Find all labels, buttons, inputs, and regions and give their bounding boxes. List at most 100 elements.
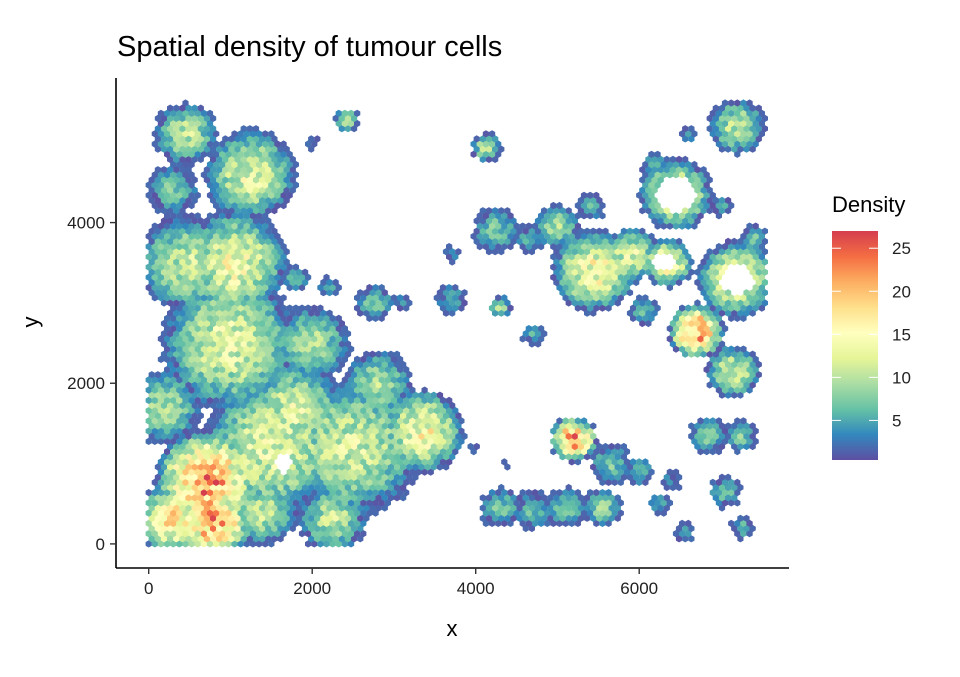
hex-bin	[436, 401, 444, 410]
hex-bin	[167, 278, 174, 287]
hex-bin	[262, 468, 269, 476]
hex-bin	[360, 489, 367, 497]
hex-bin	[332, 360, 339, 369]
hex-bin	[216, 401, 223, 410]
hex-bin	[228, 350, 235, 358]
hex-bin	[265, 524, 272, 533]
hex-bin	[283, 360, 290, 369]
hex-bin	[317, 468, 324, 476]
hex-bin	[160, 207, 168, 215]
hex-bin	[390, 407, 398, 415]
hex-bin	[354, 458, 361, 466]
hex-bin	[507, 222, 514, 230]
hex-bin	[375, 381, 382, 389]
hex-bin	[249, 314, 257, 322]
hex-bin	[498, 145, 505, 153]
hex-bin	[182, 201, 189, 210]
hex-bin	[412, 432, 419, 440]
hex-bin	[424, 412, 431, 420]
hex-bin	[200, 478, 207, 486]
hex-bin	[213, 263, 220, 271]
hex-bin	[657, 504, 664, 512]
hex-bin	[314, 330, 321, 338]
hex-bin	[541, 504, 548, 512]
hex-bin	[617, 499, 624, 507]
hex-bin	[743, 104, 750, 112]
hex-bin	[167, 483, 174, 492]
hex-bin	[485, 145, 493, 153]
hex-bin	[188, 109, 195, 117]
hex-bin	[231, 509, 238, 517]
hex-bin	[170, 109, 177, 117]
hex-bin	[206, 222, 214, 230]
hex-bin	[479, 514, 486, 522]
hex-bin	[225, 489, 232, 497]
hex-bin	[384, 355, 391, 363]
hex-bin	[308, 483, 315, 492]
hex-bin	[240, 299, 247, 307]
hex-bin	[679, 304, 686, 312]
hex-bin	[703, 253, 710, 261]
hex-bin	[265, 248, 272, 256]
hex-bin	[277, 155, 284, 163]
hex-bin	[160, 248, 168, 256]
hex-bin	[630, 458, 637, 466]
hex-bin	[363, 381, 370, 389]
hex-bin	[721, 437, 729, 445]
hex-bin	[449, 248, 456, 256]
hex-bin	[197, 217, 204, 225]
hex-bin	[283, 524, 290, 533]
hex-bin	[243, 181, 250, 189]
hex-bin	[580, 212, 588, 220]
hex-bin	[712, 289, 719, 297]
hex-bin	[587, 427, 594, 435]
hex-bin	[197, 309, 204, 317]
hex-bin	[746, 232, 753, 240]
hex-bin	[280, 191, 287, 199]
hex-bin	[372, 499, 379, 507]
hex-bin	[194, 284, 201, 292]
hex-bin	[406, 442, 413, 451]
hex-bin	[194, 304, 201, 312]
hex-bin	[176, 509, 183, 517]
hex-bin	[154, 494, 161, 502]
hex-bin	[182, 540, 189, 548]
hex-bin	[182, 489, 189, 497]
hex-bin	[721, 201, 729, 210]
hex-bin	[237, 540, 244, 548]
hex-bin	[519, 519, 526, 527]
hex-bin	[507, 243, 514, 251]
hex-bin	[173, 166, 180, 174]
hex-bin	[685, 222, 692, 230]
hex-bin	[688, 258, 695, 266]
hex-bin	[397, 355, 404, 363]
hex-bin	[341, 478, 348, 486]
hex-bin	[577, 237, 585, 246]
hex-bin	[525, 499, 532, 507]
hex-bin	[277, 371, 284, 379]
hex-bin	[323, 448, 330, 456]
hex-bin	[289, 155, 296, 163]
hex-bin	[562, 284, 569, 292]
hex-bin	[262, 150, 269, 158]
hex-bin	[335, 345, 342, 353]
hex-bin	[672, 345, 680, 353]
hex-bin	[562, 519, 569, 527]
hex-bin	[675, 155, 683, 163]
hex-bin	[617, 468, 624, 476]
hex-bin	[194, 243, 201, 251]
hex-bin	[749, 258, 756, 266]
hex-bin	[565, 422, 572, 430]
hex-bin	[182, 191, 189, 199]
hex-bin	[179, 278, 186, 287]
hex-bin	[194, 499, 201, 507]
hex-bin	[206, 509, 214, 517]
hex-bin	[679, 130, 686, 138]
hex-bin	[225, 386, 232, 394]
hex-bin	[495, 222, 502, 230]
hex-bin	[265, 227, 272, 235]
y-axis-label: y	[18, 317, 43, 328]
hex-bin	[752, 253, 759, 261]
hex-bin	[363, 473, 370, 481]
hex-bin	[182, 458, 189, 466]
